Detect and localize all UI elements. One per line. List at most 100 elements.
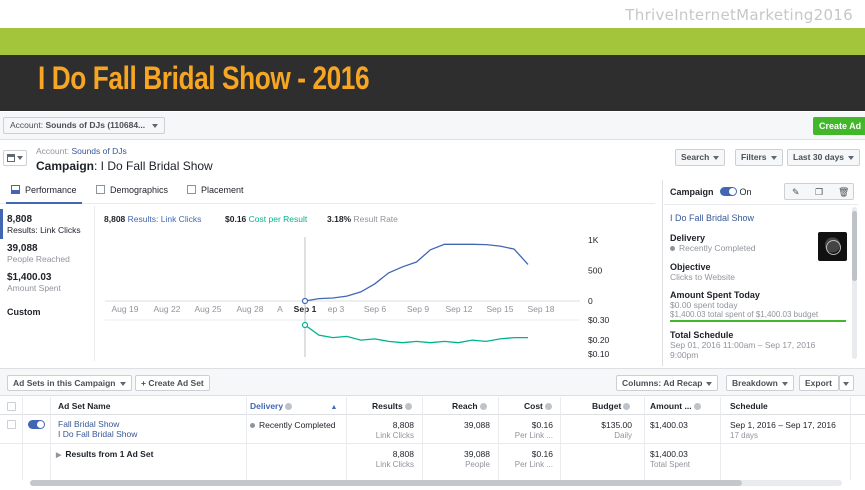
schedule-time: 9:00pm xyxy=(670,350,699,360)
breadcrumb-account-link[interactable]: Sounds of DJs xyxy=(71,146,127,156)
chevron-down-icon xyxy=(843,381,849,386)
col-schedule[interactable]: Schedule xyxy=(730,401,768,411)
legend-rate[interactable]: 3.18% Result Rate xyxy=(327,214,398,224)
delivery-block: Delivery Recently Completed xyxy=(670,233,756,253)
summary-results: 8,808 Link Clicks xyxy=(350,449,414,469)
duplicate-icon[interactable]: ❐ xyxy=(815,187,824,197)
x-tick-label: Sep 12 xyxy=(446,304,473,314)
col-results[interactable]: Results xyxy=(372,401,412,411)
tab-performance[interactable]: Performance xyxy=(11,185,77,195)
placement-icon xyxy=(187,185,196,194)
breakdown-dropdown[interactable]: Breakdown xyxy=(726,375,794,391)
legend-rate-value: 3.18% xyxy=(327,214,352,224)
col-cost[interactable]: Cost xyxy=(524,401,552,411)
schedule-value: Sep 01, 2016 11:00am – Sep 17, 2016 xyxy=(670,340,816,350)
info-icon xyxy=(544,403,552,410)
account-selector[interactable]: Account: Sounds of DJs (110684... xyxy=(3,117,165,134)
summary-row-label[interactable]: ▶ Results from 1 Ad Set xyxy=(56,449,153,459)
stat-spent[interactable]: $1,400.03 Amount Spent xyxy=(7,272,61,293)
row-results-value: 8,808 xyxy=(392,420,414,430)
row-cost-sub: Per Link ... xyxy=(514,431,553,440)
row-results: 8,808 Link Clicks xyxy=(350,420,414,440)
y-tick-label: $0.30 xyxy=(588,315,610,325)
campaign-menu-button[interactable] xyxy=(3,150,27,166)
objective-label: Objective xyxy=(670,262,711,272)
y-tick-label: 1K xyxy=(588,235,599,245)
summary-amount-sub: Total Spent xyxy=(650,460,691,469)
column-divider xyxy=(50,397,51,480)
schedule-label: Total Schedule xyxy=(670,330,734,340)
column-divider xyxy=(498,397,499,480)
column-divider xyxy=(644,397,645,480)
adset-toggle[interactable] xyxy=(28,420,45,429)
account-label: Account: xyxy=(10,120,44,130)
columns-dropdown[interactable]: Columns: Ad Recap xyxy=(616,375,719,391)
y-tick-label: $0.20 xyxy=(588,335,610,345)
col-amount[interactable]: Amount ... xyxy=(650,401,701,411)
x-tick-label: ep 3 xyxy=(328,304,345,314)
filters-button[interactable]: Filters xyxy=(735,149,783,166)
top-strip xyxy=(0,0,865,28)
info-icon xyxy=(623,403,631,410)
spent-today-label: Amount Spent Today xyxy=(670,290,760,300)
panel-scrollbar[interactable] xyxy=(852,207,857,359)
campaign-name-link[interactable]: I Do Fall Bridal Show xyxy=(670,213,755,223)
col-cost-label: Cost xyxy=(524,401,543,411)
status-dot-icon xyxy=(670,246,675,251)
ad-thumbnail[interactable] xyxy=(818,232,847,261)
chevron-down-icon xyxy=(706,381,713,386)
campaign-details-panel xyxy=(662,180,858,366)
summary-reach: 39,088 People xyxy=(426,449,490,469)
page-title-label: Campaign xyxy=(36,159,95,173)
row-schedule: Sep 1, 2016 – Sep 17, 2016 17 days xyxy=(730,420,836,440)
adset-name-link[interactable]: Fall Bridal Show xyxy=(58,419,120,429)
pencil-icon[interactable]: ✎ xyxy=(792,187,800,197)
adsets-dropdown-label: Ad Sets in this Campaign xyxy=(13,378,116,388)
row-reach: 39,088 xyxy=(464,420,490,430)
adsets-dropdown[interactable]: Ad Sets in this Campaign xyxy=(7,375,132,391)
row-checkbox[interactable] xyxy=(7,420,16,429)
col-ad-set-name[interactable]: Ad Set Name xyxy=(58,401,111,411)
col-budget[interactable]: Budget xyxy=(592,401,631,411)
spent-total-value: $1,400.03 total spent of $1,400.03 budge… xyxy=(670,310,819,319)
campaign-toggle[interactable] xyxy=(720,187,738,196)
campaign-name-link[interactable]: I Do Fall Bridal Show xyxy=(58,429,138,439)
col-results-label: Results xyxy=(372,401,403,411)
create-adset-button[interactable]: + Create Ad Set xyxy=(135,375,210,391)
date-range-button[interactable]: Last 30 days xyxy=(787,149,861,166)
export-button[interactable]: Export xyxy=(799,375,839,391)
info-icon xyxy=(693,403,701,410)
col-reach[interactable]: Reach xyxy=(452,401,487,411)
delivery-status: Recently Completed xyxy=(670,243,756,253)
stat-spent-value: $1,400.03 xyxy=(7,272,52,283)
legend-cost-value: $0.16 xyxy=(225,214,247,224)
stat-custom[interactable]: Custom xyxy=(7,307,41,317)
x-tick-label: Aug 19 xyxy=(112,304,139,314)
legend-cost-label: Cost per Result xyxy=(248,214,308,224)
banner-dark-bar xyxy=(0,55,865,111)
select-all-checkbox[interactable] xyxy=(7,402,16,411)
legend-results[interactable]: 8,808 Results: Link Clicks xyxy=(104,214,201,224)
x-tick-label: A xyxy=(277,304,283,314)
tab-demographics[interactable]: Demographics xyxy=(96,185,168,195)
trash-icon[interactable]: 🗑 xyxy=(838,187,850,197)
row-cost-value: $0.16 xyxy=(531,420,553,430)
legend-rate-label: Result Rate xyxy=(353,214,398,224)
tab-demographics-label: Demographics xyxy=(110,185,169,195)
chevron-down-icon xyxy=(781,381,788,386)
tab-placement[interactable]: Placement xyxy=(187,185,244,195)
table-horizontal-scrollbar[interactable] xyxy=(30,480,842,486)
x-tick-label: Sep 15 xyxy=(487,304,514,314)
export-menu-button[interactable] xyxy=(839,375,854,391)
stat-reach[interactable]: 39,088 People Reached xyxy=(7,243,70,264)
create-ad-button[interactable]: Create Ad xyxy=(813,117,865,135)
col-delivery[interactable]: Delivery ▲ xyxy=(250,401,337,411)
info-icon xyxy=(404,403,412,410)
search-button[interactable]: Search xyxy=(675,149,726,166)
stat-results[interactable]: 8,808 Results: Link Clicks xyxy=(7,214,81,235)
legend-cost[interactable]: $0.16 Cost per Result xyxy=(225,214,307,224)
stat-reach-label: People Reached xyxy=(7,254,70,264)
columns-label: Columns: Ad Recap xyxy=(622,378,703,388)
stat-custom-label: Custom xyxy=(7,307,41,317)
row-budget: $135.00 Daily xyxy=(564,420,632,440)
